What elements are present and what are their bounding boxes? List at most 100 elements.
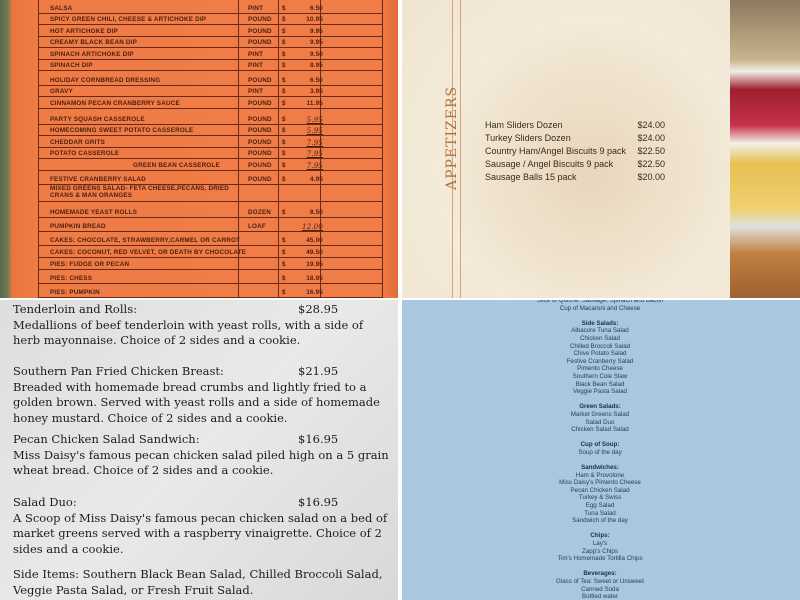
table-row: CHEDDAR GRITS POUND $7.95 — [38, 136, 383, 148]
item-name: PIES: PUMPKIN — [50, 289, 100, 296]
price: 9.95 — [309, 39, 323, 46]
item-name: MIXED GREENS SALAD- FETA CHEESE,PECANS, … — [50, 185, 230, 199]
currency: $ — [282, 100, 286, 107]
menu-item-header: Tenderloin and Rolls: $28.95 — [13, 302, 393, 318]
unit: POUND — [248, 150, 272, 157]
typed-menu-photo: Tenderloin and Rolls: $28.95 Medallions of… — [0, 300, 400, 600]
menu-item-header: Pecan Chicken Salad Sandwich: $16.95 — [13, 432, 393, 448]
menu-line: Chicken Salad — [580, 334, 620, 342]
appetizer-price: $22.50 — [637, 159, 665, 169]
currency: $ — [282, 176, 286, 183]
menu-line: Lay's — [592, 540, 608, 547]
order-sheet — [38, 0, 383, 298]
menu-line: Cup of Macaroni and Cheese — [559, 304, 641, 312]
menu-item-header: Southern Pan Fried Chicken Breast: $21.95 — [13, 364, 393, 380]
menu-item-name: Southern Pan Fried Chicken Breast: — [13, 364, 224, 378]
appetizer-price: $20.00 — [637, 172, 665, 182]
unit: POUND — [248, 77, 272, 84]
menu-item: Pecan Chicken Salad Sandwich: $16.95 Miss … — [13, 432, 393, 479]
section-title: Cup of Soup: — [580, 441, 620, 449]
table-row: PIES: PUMPKIN $16.95 — [38, 286, 383, 298]
spacer — [400, 312, 800, 320]
item-name: CAKES: CHOCOLATE, STRAWBERRY,CARMEL OR C… — [50, 237, 241, 244]
divider-line — [452, 0, 453, 298]
item-name: CHEDDAR GRITS — [50, 139, 106, 146]
price: 8.50 — [309, 209, 323, 216]
price: 9.95 — [309, 28, 323, 35]
menu-line: Albacore Tuna Salad — [571, 327, 629, 335]
menu-item-price: $21.95 — [298, 364, 339, 378]
price: 7.95 — [306, 162, 323, 170]
currency: $ — [282, 289, 286, 296]
item-name: PIES: FUDGE OR PECAN — [50, 261, 130, 268]
appetizer-price: $22.50 — [637, 146, 665, 156]
menu-item: Tenderloin and Rolls: $28.95 Medallions of… — [13, 302, 393, 349]
appetizer-item: Turkey Sliders Dozen $24.00 — [485, 133, 665, 143]
appetizer-item: Country Ham/Angel Biscuits 9 pack $22.50 — [485, 146, 665, 156]
price: 8.95 — [309, 62, 323, 69]
currency: $ — [282, 261, 286, 268]
currency: $ — [282, 88, 286, 95]
currency: $ — [282, 127, 286, 134]
table-row: PIES: FUDGE OR PECAN $19.95 — [38, 258, 383, 270]
menu-line: Ham & Provolone — [575, 471, 625, 479]
currency: $ — [282, 237, 286, 244]
price: 12.00 — [301, 223, 323, 231]
menu-line: Egg Salad — [585, 502, 615, 510]
menu-item: Salad Duo: $16.95 A Scoop of Miss Daisy's … — [13, 495, 393, 557]
menu-line: Market Greens Salad — [570, 410, 630, 418]
table-row: CAKES: CHOCOLATE, STRAWBERRY,CARMEL OR C… — [38, 234, 383, 246]
table-row: CREAMY BLACK BEAN DIP POUND $9.95 — [38, 36, 383, 48]
item-name: CINNAMON PECAN CRANBERRY SAUCE — [50, 100, 180, 107]
menu-line: Bottled water — [581, 593, 619, 600]
menu-line: Miss Daisy's Pimento Cheese — [559, 479, 641, 487]
currency: $ — [282, 150, 286, 157]
menu-line: Black Bean Salad — [575, 380, 625, 388]
table-row: SPICY GREEN CHILI, CHEESE & ARTICHOKE DI… — [38, 13, 383, 25]
unit: POUND — [248, 176, 272, 183]
menu-line: Tim's Homemade Tortilla Chips — [557, 555, 643, 563]
menu-line: Salad Duo — [585, 418, 615, 426]
appetizer-item: Sausage Balls 15 pack $20.00 — [485, 172, 665, 182]
table-row: PARTY SQUASH CASSEROLE POUND $5.95 — [38, 113, 383, 125]
menu-item-description: Medallions of beef tenderloin with yeast… — [13, 317, 364, 348]
currency: $ — [282, 162, 286, 169]
item-name: FESTIVE CRANBERRY SALAD — [50, 176, 146, 183]
section-title: Beverages: — [583, 570, 617, 578]
currency: $ — [282, 39, 286, 46]
menu-line: Veggie Pasta Salad — [572, 388, 627, 396]
table-row: PIES: CHESS $18.95 — [38, 272, 383, 284]
table-row: SALSA PINT $6.50 — [38, 2, 383, 14]
menu-line: Tuna Salad — [584, 509, 616, 517]
spacer — [400, 525, 800, 533]
menu-item-price: $16.95 — [298, 432, 339, 446]
menu-line: Slice of Quiche: Sausage, Spinach and Ba… — [536, 300, 664, 304]
blue-menu: Slice of Quiche: Sausage, Spinach and Ba… — [400, 300, 800, 600]
table-row: GRAVY PINT $3.95 — [38, 85, 383, 97]
currency: $ — [282, 51, 286, 58]
appetizer-name: Turkey Sliders Dozen — [485, 133, 571, 143]
divider-line — [460, 0, 461, 298]
table-row: GREEN BEAN CASSEROLE POUND $7.95 — [38, 159, 383, 171]
table-row: HOMECOMING SWEET POTATO CASSEROLE POUND $5… — [38, 124, 383, 136]
divider — [398, 0, 402, 600]
price: 18.95 — [306, 275, 323, 282]
unit: POUND — [248, 16, 272, 23]
section-title: Side Salads: — [581, 319, 619, 327]
price: 19.95 — [306, 261, 323, 268]
spacer — [400, 456, 800, 464]
spacer — [400, 434, 800, 442]
appetizer-item: Ham Sliders Dozen $24.00 — [485, 120, 665, 130]
unit: PINT — [248, 51, 264, 58]
column-divider — [320, 0, 321, 298]
item-name: SPINACH DIP — [50, 62, 93, 69]
section-title: Sandwiches: — [581, 464, 619, 472]
menu-item-name: Tenderloin and Rolls: — [13, 302, 137, 316]
order-sheet-photo: SALSA PINT $6.50 SPICY GREEN CHILI, CHEESE … — [0, 0, 400, 298]
table-row: HOT ARTICHOKE DIP POUND $9.95 — [38, 25, 383, 37]
currency: $ — [282, 77, 286, 84]
item-name: GRAVY — [50, 88, 73, 95]
currency: $ — [282, 275, 286, 282]
section-title: Chips: — [590, 532, 610, 540]
price: 7.95 — [306, 150, 323, 158]
